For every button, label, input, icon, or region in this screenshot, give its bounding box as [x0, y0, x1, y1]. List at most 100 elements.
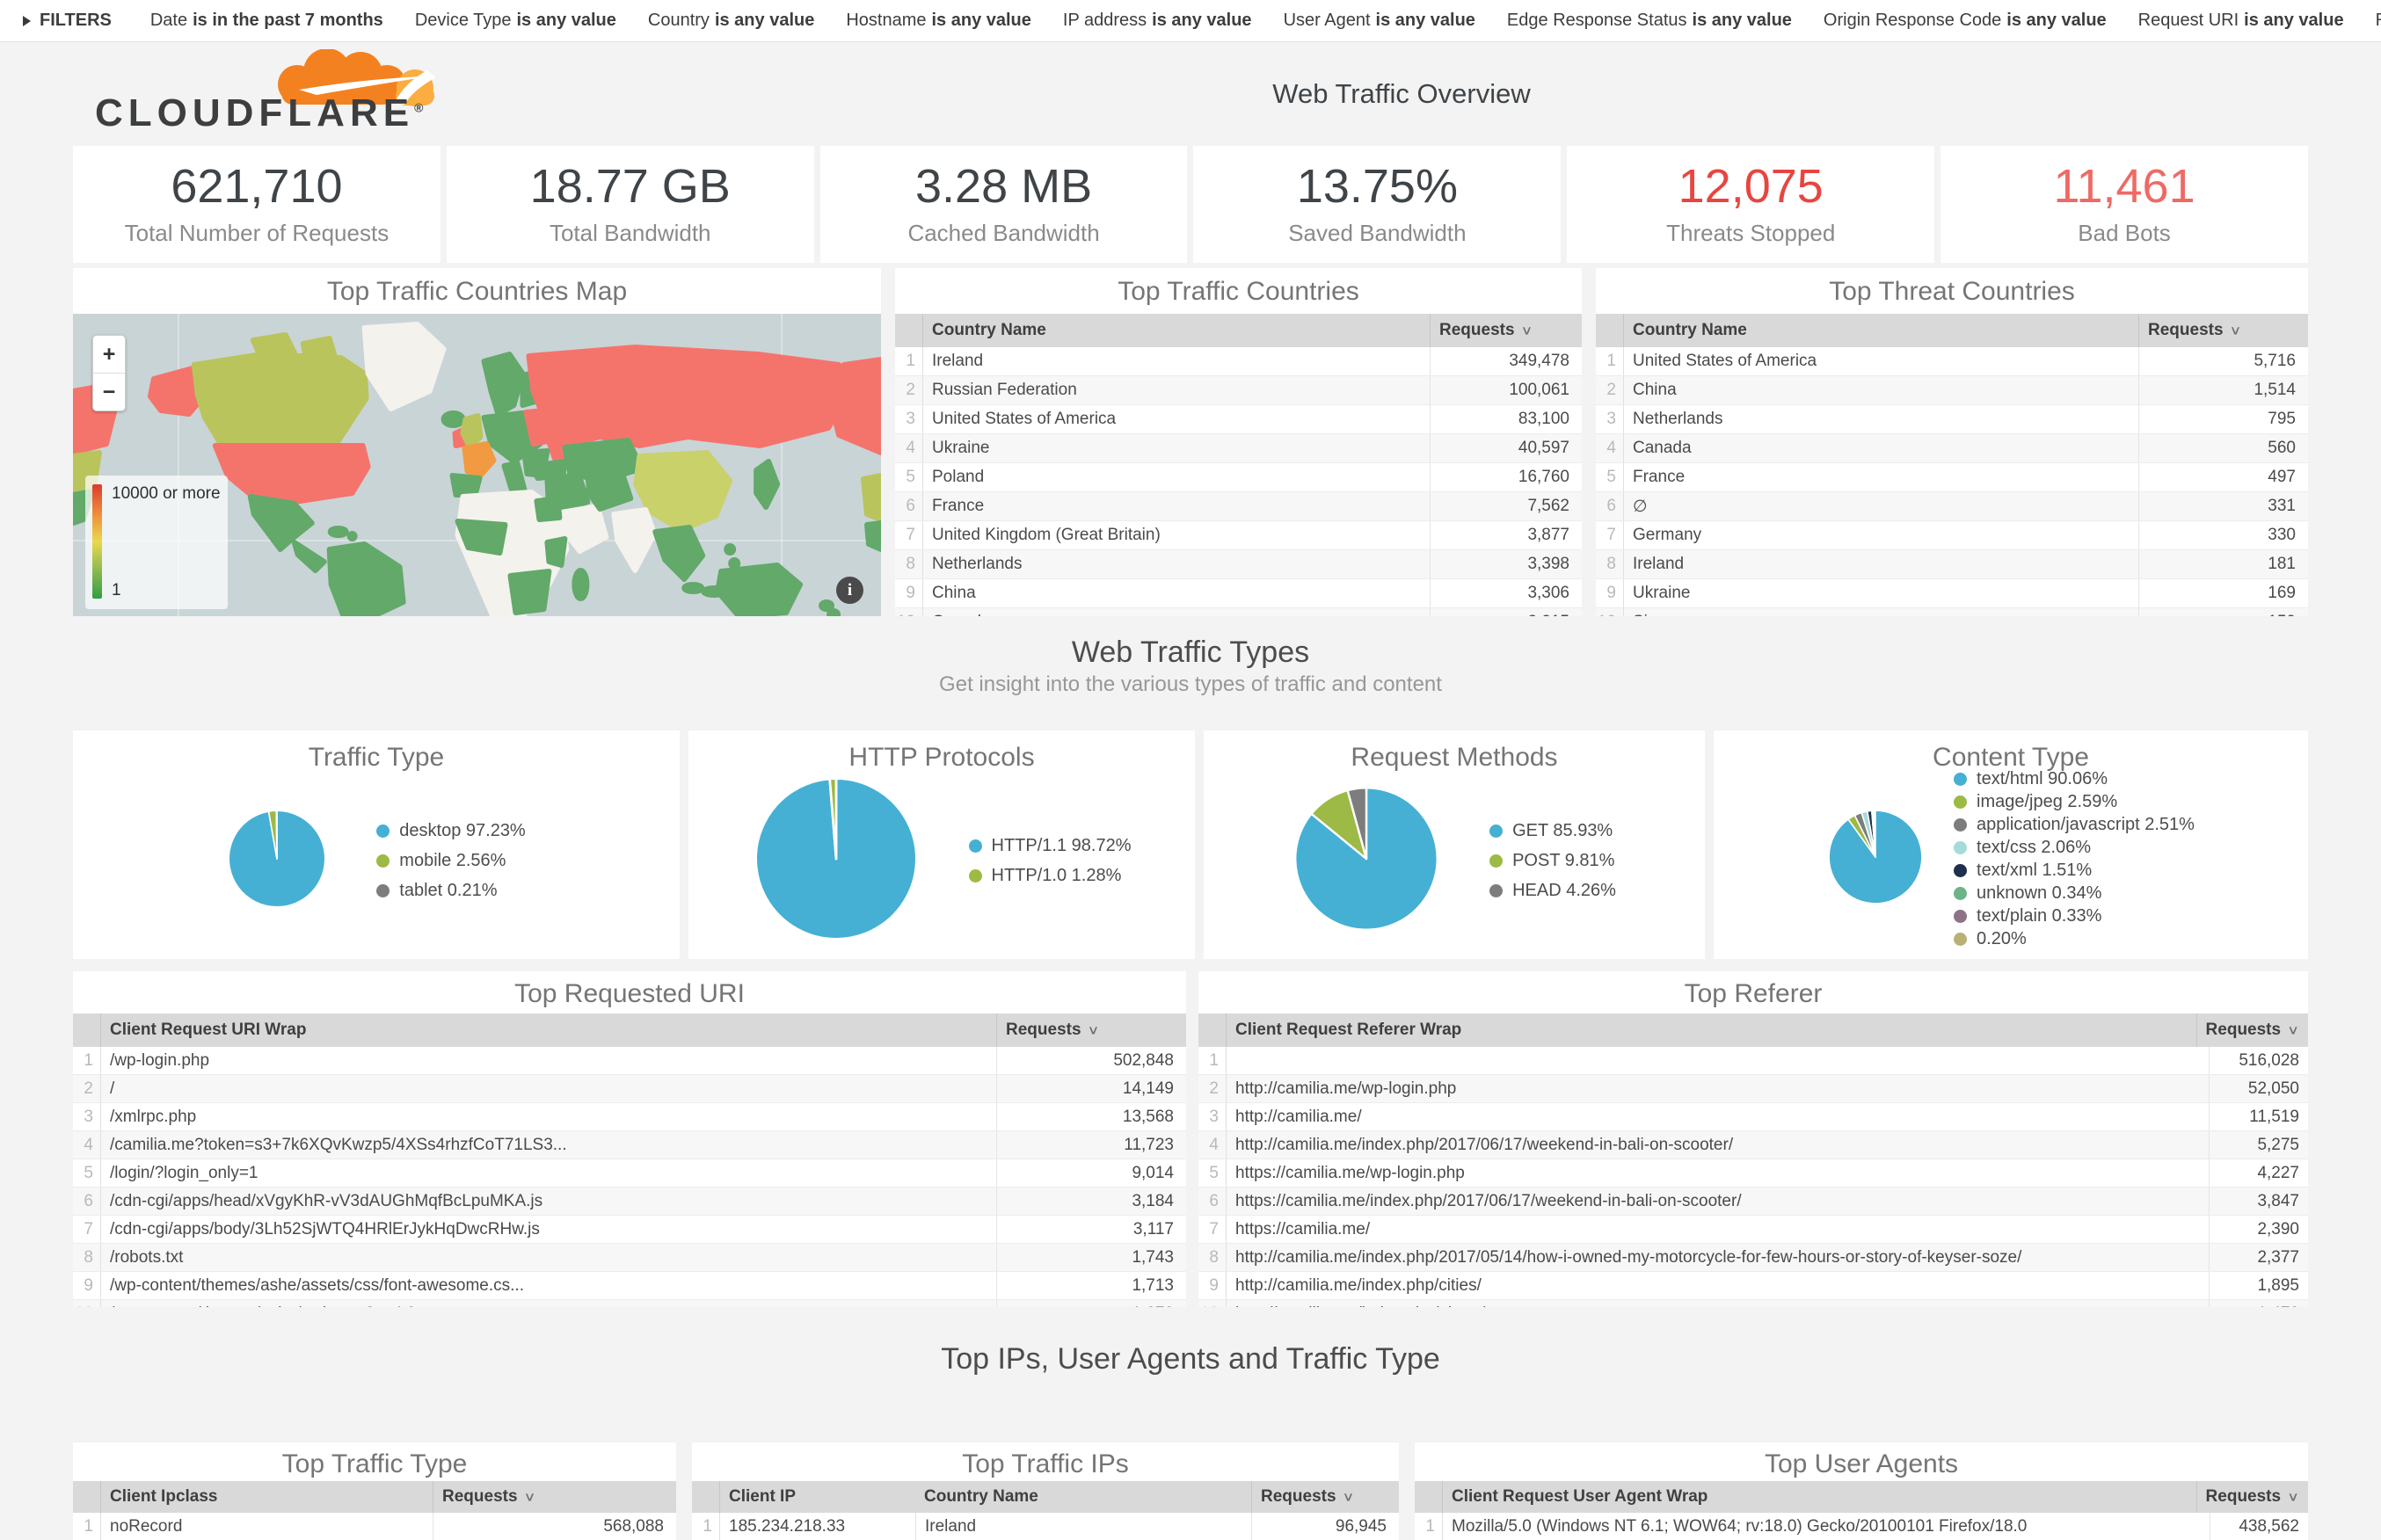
table-row[interactable]: 1 Ireland 349,478	[895, 347, 1582, 376]
filter-item[interactable]: Edge Response Status is any value	[1507, 11, 1792, 31]
row-rank: 1	[1596, 347, 1624, 375]
table-row[interactable]: 5 Poland 16,760	[895, 463, 1582, 492]
table-body: 1/wp-login.php 502,848 2/14,149 3/xmlrpc.ph…	[73, 1047, 1186, 1307]
column-header-requests[interactable]: Requests ∨	[2138, 314, 2308, 347]
legend-item: POST 9.81%	[1489, 851, 1616, 871]
table-row[interactable]: 9 Ukraine 169	[1596, 579, 2308, 608]
legend-label: 0.20%	[1977, 928, 2027, 948]
table-row[interactable]: 7 Germany 330	[1596, 521, 2308, 550]
map-zoom-out-button[interactable]: −	[102, 379, 116, 404]
table-row[interactable]: 7/cdn-cgi/apps/body/3Lh52SjWTQ4HRlErJykH…	[73, 1216, 1186, 1244]
table-row[interactable]: 8/robots.txt 1,743	[73, 1244, 1186, 1272]
table-row[interactable]: 4 http://camilia.me/index.php/2017/06/17/…	[1198, 1131, 2308, 1159]
filter-item[interactable]: Origin Response Code is any value	[1824, 11, 2107, 31]
filter-item[interactable]: IP address is any value	[1063, 11, 1252, 31]
table-row[interactable]: 9/wp-content/themes/ashe/assets/css/font…	[73, 1272, 1186, 1300]
row-label: http://camilia.me/index.php/2017/05/14/h…	[1235, 1247, 2022, 1267]
filter-item[interactable]: RayIDis any value	[2376, 11, 2381, 31]
row-value: 2,215	[1430, 608, 1582, 616]
legend-label: mobile 2.56%	[399, 850, 506, 870]
row-label: ∅	[1633, 497, 1648, 516]
column-header-client-ip: Client IP	[729, 1487, 797, 1506]
table-row[interactable]: 5 https://camilia.me/wp-login.php 4,227	[1198, 1159, 2308, 1188]
map-zoom-in-button[interactable]: +	[102, 341, 116, 367]
row-label: noRecord	[110, 1517, 183, 1536]
table-row[interactable]: 3 United States of America 83,100	[895, 405, 1582, 434]
table-row[interactable]: 4 Canada 560	[1596, 434, 2308, 463]
panel-title: Top Referer	[1684, 979, 1823, 1008]
map-info-button[interactable]: i	[836, 577, 863, 604]
table-row[interactable]: 7 https://camilia.me/2,390	[1198, 1216, 2308, 1244]
column-header-requests[interactable]: Requests ∨	[1251, 1481, 1399, 1513]
table-row[interactable]: 1 Mozilla/5.0 (Windows NT 6.1; WOW64; rv:…	[1415, 1513, 2308, 1540]
legend-item: GET 85.93%	[1489, 821, 1616, 841]
http-protocols-pie-chart[interactable]	[753, 775, 920, 947]
table-body: 1 Mozilla/5.0 (Windows NT 6.1; WOW64; rv:…	[1415, 1513, 2308, 1540]
table-row[interactable]: 6 France 7,562	[895, 492, 1582, 521]
column-header-requests[interactable]: Requests ∨	[1430, 314, 1582, 347]
table-row[interactable]: 3 Netherlands 795	[1596, 405, 2308, 434]
table-row[interactable]: 10Singapore159	[1596, 608, 2308, 616]
legend-item: 0.20%	[1954, 929, 2195, 949]
column-header-requests[interactable]: Requests ∨	[2195, 1013, 2308, 1047]
table-row[interactable]: 10/wp-content/themes/ashe/style.css?v=4.…	[73, 1300, 1186, 1307]
table-row[interactable]: 4 Ukraine 40,597	[895, 434, 1582, 463]
column-header-requests[interactable]: Requests ∨	[996, 1013, 1186, 1047]
table-row[interactable]: 4/camilia.me?token=s3+7k6XQvKwzp5/4XSs4r…	[73, 1131, 1186, 1159]
legend-item: text/plain 0.33%	[1954, 906, 2195, 926]
table-row[interactable]: 1 noRecord 568,088	[73, 1513, 676, 1540]
table-row[interactable]: 1/wp-login.php 502,848	[73, 1047, 1186, 1075]
filter-item[interactable]: Request URI is any value	[2138, 11, 2344, 31]
table-row[interactable]: 2 / 14,149	[73, 1075, 1186, 1103]
table-row[interactable]: 3 http://camilia.me/11,519	[1198, 1103, 2308, 1131]
kpi-bad-bots: 11,461 Bad Bots	[1940, 146, 2308, 263]
column-header-ipclass: Client Ipclass	[110, 1487, 218, 1506]
table-row[interactable]: 1 United States of America 5,716	[1596, 347, 2308, 376]
table-row[interactable]: 9 China 3,306	[895, 579, 1582, 608]
filter-item[interactable]: Country is any value	[648, 11, 814, 31]
table-row[interactable]: 3/xmlrpc.php 13,568	[73, 1103, 1186, 1131]
table-row[interactable]: 6/cdn-cgi/apps/head/xVgyKhR-vV3dAUGhMqfB…	[73, 1188, 1186, 1216]
table-row[interactable]: 10http://camilia.me/index.php/about/1,47…	[1198, 1300, 2308, 1307]
kpi-total-bandwidth: 18.77 GB Total Bandwidth	[446, 146, 814, 263]
filters-toggle[interactable]: FILTERS	[23, 11, 112, 31]
sort-desc-icon: ∨	[2229, 323, 2242, 338]
table-row[interactable]: 8 Ireland 181	[1596, 550, 2308, 579]
pie-slice-HTTP-1.0[interactable]	[827, 776, 837, 860]
table-row[interactable]: 2 http://camilia.me/wp-login.php 52,050	[1198, 1075, 2308, 1103]
legend-dot-icon	[1954, 817, 1968, 832]
traffic-type-pie-chart[interactable]	[227, 809, 327, 913]
table-row[interactable]: 8 Netherlands 3,398	[895, 550, 1582, 579]
pie-slice-tablet[interactable]	[275, 809, 279, 860]
table-row[interactable]: 2 China 1,514	[1596, 376, 2308, 405]
table-row[interactable]: 1 185.234.218.33 Ireland 96,945	[692, 1513, 1399, 1540]
filter-item[interactable]: Date is in the past 7 months	[150, 11, 383, 31]
table-row[interactable]: 5 France 497	[1596, 463, 2308, 492]
table-row[interactable]: 9 http://camilia.me/index.php/cities/1,89…	[1198, 1272, 2308, 1300]
panel-top-requested-uri: Top Requested URI Client Request URI Wra…	[73, 971, 1186, 1307]
rank-column-header	[73, 1481, 101, 1513]
column-header-requests[interactable]: Requests ∨	[433, 1481, 676, 1513]
content-type-pie-chart[interactable]	[1827, 809, 1924, 910]
section-web-traffic-types: Web Traffic Types Get insight into the v…	[0, 616, 2381, 723]
table-row[interactable]: 10Canada2,215	[895, 608, 1582, 616]
table-row[interactable]: 6 https://camilia.me/index.php/2017/06/17…	[1198, 1188, 2308, 1216]
filter-item[interactable]: Hostname is any value	[846, 11, 1031, 31]
table-row[interactable]: 7 United Kingdom (Great Britain) 3,877	[895, 521, 1582, 550]
filter-item[interactable]: Device Type is any value	[415, 11, 616, 31]
pie-slice-HEAD[interactable]	[1346, 786, 1368, 860]
row-label: France	[1633, 468, 1686, 486]
table-row[interactable]: 6 ∅ 331	[1596, 492, 2308, 521]
column-header-requests[interactable]: Requests ∨	[2195, 1481, 2308, 1513]
request-methods-pie-chart[interactable]	[1292, 785, 1440, 937]
row-value: 438,562	[2210, 1513, 2308, 1540]
table-row[interactable]: 5/login/?login_only=1 9,014	[73, 1159, 1186, 1188]
world-map[interactable]: + − 10000 or more 1 i	[73, 314, 881, 616]
table-row[interactable]: 1 516,028	[1198, 1047, 2308, 1075]
row-rank: 6	[73, 1188, 101, 1215]
row-label: Ukraine	[1633, 584, 1691, 602]
filter-item[interactable]: User Agent is any value	[1284, 11, 1475, 31]
table-row[interactable]: 2 Russian Federation 100,061	[895, 376, 1582, 405]
pie-slice-other[interactable]	[1873, 809, 1876, 858]
table-row[interactable]: 8 http://camilia.me/index.php/2017/05/14/…	[1198, 1244, 2308, 1272]
